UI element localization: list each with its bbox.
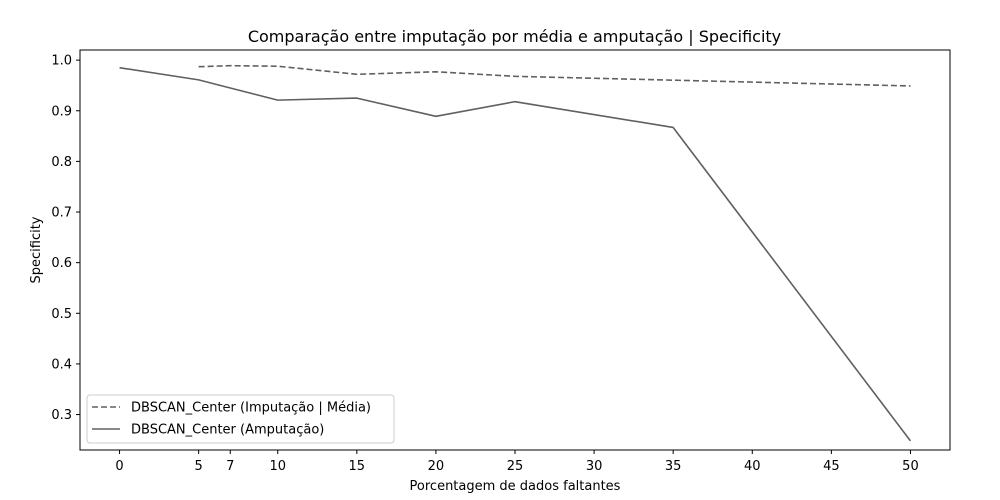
- plot-area: [119, 64, 912, 442]
- series-line-2: [119, 66, 912, 442]
- x-tick-label: 5: [194, 459, 202, 474]
- plot-frame: [79, 49, 951, 451]
- series-line-1: [198, 64, 911, 87]
- y-tick-label: 0.8: [51, 155, 72, 170]
- x-tick-label: 30: [586, 459, 603, 474]
- y-tick-label: 0.6: [51, 256, 72, 271]
- x-tick-label: 15: [349, 459, 366, 474]
- x-tick-label: 20: [428, 459, 445, 474]
- x-tick-label: 0: [115, 459, 123, 474]
- chart-title: Comparação entre imputação por média e a…: [248, 27, 781, 46]
- x-axis-label: Porcentagem de dados faltantes: [410, 479, 621, 494]
- x-tick-label: 10: [269, 459, 286, 474]
- x-tick-label: 35: [665, 459, 682, 474]
- legend-label-1: DBSCAN_Center (Imputação | Média): [131, 401, 371, 416]
- x-tick-label: 7: [226, 459, 234, 474]
- y-tick-label: 1.0: [51, 54, 72, 69]
- y-axis-label: Specificity: [29, 216, 44, 283]
- x-tick-label: 40: [744, 459, 761, 474]
- y-tick-label: 0.3: [51, 408, 72, 423]
- x-tick-label: 50: [902, 459, 919, 474]
- y-tick-label: 0.9: [51, 104, 72, 119]
- legend: DBSCAN_Center (Imputação | Média) DBSCAN_…: [86, 394, 395, 444]
- x-tick-label: 45: [823, 459, 840, 474]
- x-tick-label: 25: [507, 459, 524, 474]
- legend-box: [86, 394, 395, 444]
- legend-label-2: DBSCAN_Center (Amputação): [131, 423, 324, 438]
- y-tick-label: 0.5: [51, 307, 72, 322]
- y-tick-label: 0.4: [51, 357, 72, 372]
- y-tick-label: 0.7: [51, 206, 72, 221]
- y-axis: 0.3 0.4 0.5 0.6 0.7 0.8 0.9 1.0: [51, 54, 80, 423]
- x-axis: 0 5 7 10 15 20 25 30 35 40 45 50: [115, 450, 919, 474]
